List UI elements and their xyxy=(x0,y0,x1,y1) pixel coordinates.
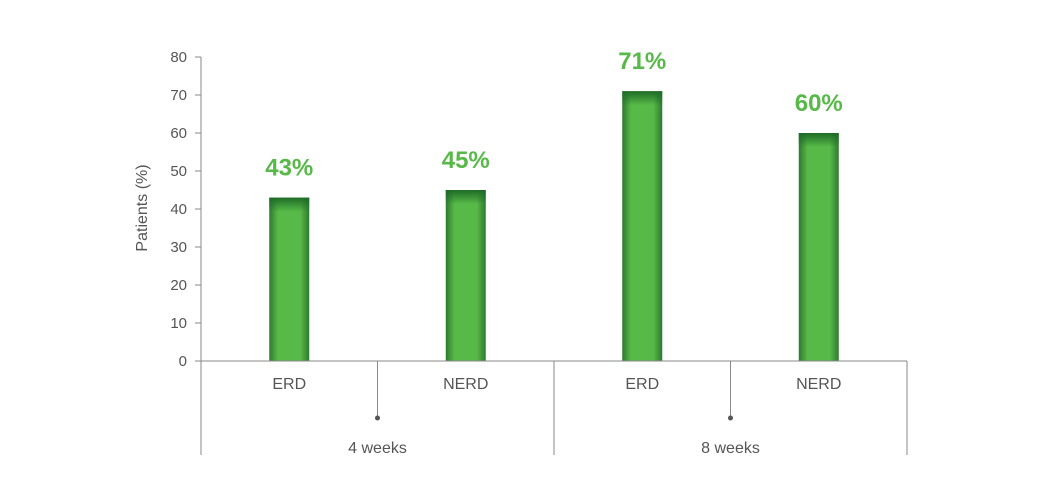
group-dot xyxy=(728,415,733,421)
y-tick-label: 10 xyxy=(170,315,187,332)
y-tick-label: 50 xyxy=(170,163,187,180)
group-label: 8 weeks xyxy=(701,440,760,457)
bar xyxy=(798,133,839,361)
data-label: 45% xyxy=(442,147,490,174)
x-category-label: NERD xyxy=(443,376,488,393)
bar xyxy=(269,197,310,361)
group-label: 4 weeks xyxy=(348,440,407,457)
y-tick-label: 60 xyxy=(170,125,187,142)
data-label: 60% xyxy=(795,90,843,117)
y-tick-label: 80 xyxy=(170,49,187,66)
y-tick-label: 40 xyxy=(170,201,187,218)
data-label: 43% xyxy=(265,155,313,182)
y-tick-label: 20 xyxy=(170,277,187,294)
bar-top-shade xyxy=(269,197,310,212)
y-axis-title: Patients (%) xyxy=(134,164,151,251)
data-label: 71% xyxy=(618,48,666,75)
y-tick-label: 70 xyxy=(170,87,187,104)
y-tick-label: 0 xyxy=(179,353,187,370)
bar-top-shade xyxy=(445,190,486,204)
group-dot xyxy=(375,415,380,421)
bar-top-shade xyxy=(622,91,663,106)
x-category-label: ERD xyxy=(272,376,306,393)
bar xyxy=(622,91,663,361)
y-tick-label: 30 xyxy=(170,239,187,256)
bar xyxy=(445,190,486,361)
x-category-label: ERD xyxy=(625,376,659,393)
x-category-label: NERD xyxy=(796,376,841,393)
bar-top-shade xyxy=(798,133,839,147)
